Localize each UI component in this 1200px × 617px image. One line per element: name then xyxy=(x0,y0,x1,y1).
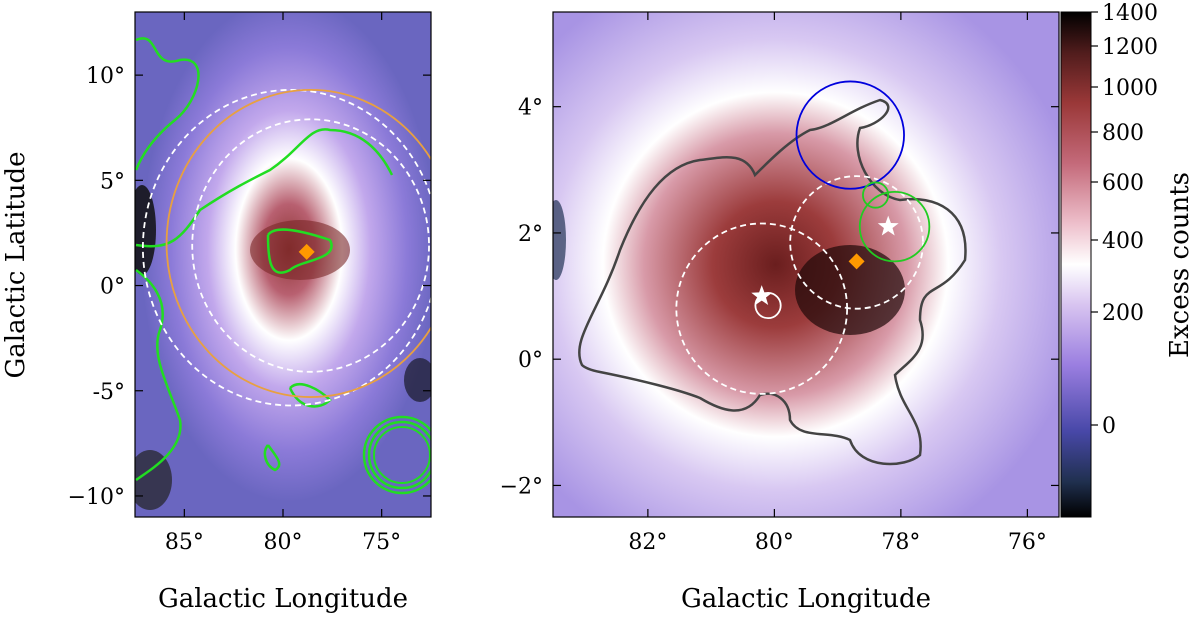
y-tick-label: -5° xyxy=(93,380,125,405)
colorbar-tick-label: 1400 xyxy=(1102,1,1158,26)
right-xlabel: Galactic Longitude xyxy=(681,584,931,614)
x-tick-label: 75° xyxy=(362,530,401,555)
diamond-marker xyxy=(298,243,315,260)
x-tick-label: 82° xyxy=(628,530,667,555)
diamond-marker xyxy=(848,253,865,270)
colorbar-gradient xyxy=(1060,11,1092,518)
white-dashed-inner-circle xyxy=(191,118,430,373)
left-contour-ring xyxy=(367,420,431,490)
blue-circle-circle xyxy=(795,80,905,190)
y-tick-label: −2° xyxy=(500,474,543,499)
star-marker xyxy=(877,215,899,236)
colorbar-tick-label: 200 xyxy=(1102,301,1144,326)
right-dark-edge xyxy=(553,200,566,280)
white-dashed-large-circle xyxy=(142,89,431,407)
x-tick-label: 85° xyxy=(165,530,204,555)
x-tick-label: 76° xyxy=(1008,530,1047,555)
colorbar-tick-label: 1000 xyxy=(1102,76,1158,101)
right-contour xyxy=(578,98,967,466)
white-dashed-right-circle xyxy=(789,175,924,310)
y-tick-label: 2° xyxy=(518,222,543,247)
y-tick-label: −10° xyxy=(68,485,125,510)
right-dark-core xyxy=(795,245,905,335)
colorbar: 1400 1200 1000 800 600 400 200 0 Excess counts xyxy=(1060,1,1195,518)
left-core xyxy=(250,220,350,280)
left-ylabel: Galactic Latitude xyxy=(1,152,31,379)
x-tick-label: 80° xyxy=(755,530,794,555)
y-tick-label: 10° xyxy=(86,64,125,89)
right-frame xyxy=(552,11,1060,518)
x-tick-label: 80° xyxy=(264,530,303,555)
colorbar-tick-label: 0 xyxy=(1102,414,1116,439)
left-contour xyxy=(135,37,394,482)
y-tick-label: 0° xyxy=(518,348,543,373)
left-contour-ring xyxy=(362,415,431,495)
left-dark-patch xyxy=(135,185,156,275)
y-tick-label: 0° xyxy=(100,275,125,300)
colorbar-label: Excess counts xyxy=(1165,172,1195,358)
green-small-circle xyxy=(862,181,890,209)
right-panel: 82° 80° 78° 76° 4° 2° 0° −2° Galactic Longitude xyxy=(500,11,1060,614)
colorbar-tick-label: 400 xyxy=(1102,229,1144,254)
x-tick-label: 78° xyxy=(881,530,920,555)
green-large-circle xyxy=(858,191,931,263)
left-contour-ring xyxy=(373,426,431,484)
y-tick-label: 4° xyxy=(518,96,543,121)
orange-circle-circle xyxy=(165,89,431,398)
colorbar-tick-label: 1200 xyxy=(1102,35,1158,60)
left-dark-patch xyxy=(135,450,172,510)
star-marker xyxy=(751,285,773,305)
left-xlabel: Galactic Longitude xyxy=(158,584,408,614)
colorbar-tick-label: 600 xyxy=(1102,171,1144,196)
colorbar-tick-label: 800 xyxy=(1102,121,1144,146)
left-panel: 85° 80° 75° 10° 5° 0° -5° −10° Galactic Longitu… xyxy=(1,11,432,614)
y-tick-label: 5° xyxy=(100,169,125,194)
